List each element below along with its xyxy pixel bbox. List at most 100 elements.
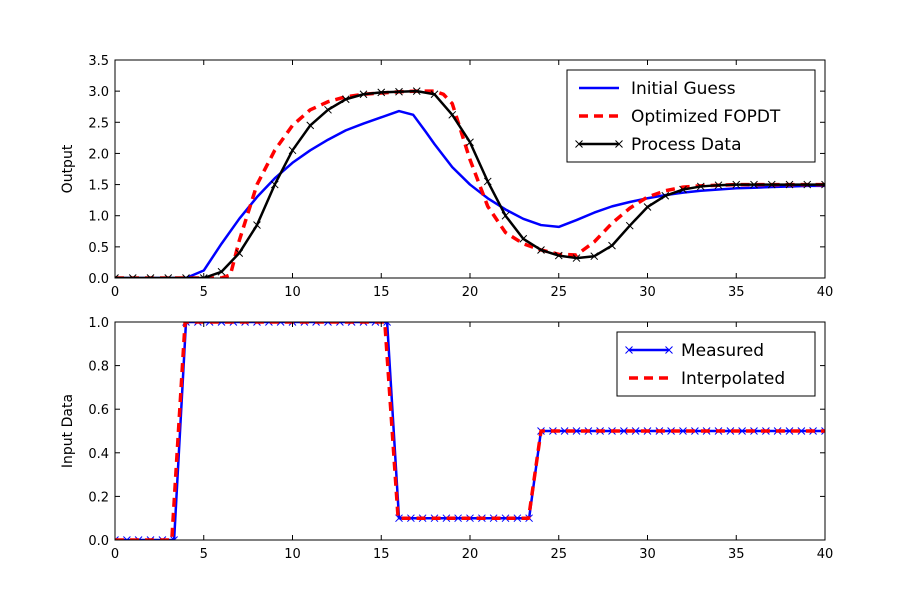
data-point-process-data	[643, 203, 652, 211]
data-point-measured	[288, 322, 297, 326]
data-point-measured	[407, 514, 415, 523]
data-point-process-data	[324, 105, 332, 114]
output-axes-frame	[114, 59, 826, 279]
data-point-measured	[395, 514, 403, 523]
data-point-process-data	[235, 249, 244, 257]
input-panel: 0 5 10 15 20 25 30 35 40 0.0 0.2 0.4 0.6 0.8 1.0 Input…	[60, 316, 833, 562]
data-point-process-data	[128, 274, 137, 278]
data-point-process-data	[115, 274, 119, 278]
y-tick-label: 0.5	[88, 241, 109, 256]
data-point-process-data	[270, 180, 279, 189]
y-tick-label: 2.0	[88, 147, 109, 162]
legend-marker-process-data	[575, 140, 583, 148]
data-point-measured	[276, 322, 285, 326]
data-point-process-data	[217, 267, 226, 276]
data-point-measured	[229, 322, 238, 326]
data-point-measured	[501, 514, 510, 523]
data-point-measured	[383, 322, 391, 326]
data-point-process-data	[341, 95, 350, 104]
legend-label-interpolated: Interpolated	[681, 369, 785, 389]
x-tick-label: 30	[639, 285, 656, 300]
y-tick-label: 3.0	[88, 85, 109, 100]
data-point-process-data	[466, 138, 474, 147]
x-tick-label: 5	[200, 547, 208, 562]
data-point-measured	[194, 322, 202, 326]
data-point-measured	[158, 536, 167, 540]
y-tick-label: 0.0	[88, 272, 109, 287]
data-point-measured	[241, 322, 249, 326]
x-tick-label: 35	[728, 285, 745, 300]
data-point-measured	[572, 427, 581, 435]
data-point-process-data	[803, 180, 812, 189]
input-y-axis-label: Input Data	[60, 394, 76, 468]
data-point-process-data	[821, 180, 825, 189]
x-tick-label: 25	[550, 547, 567, 562]
data-point-measured	[146, 536, 155, 540]
y-tick-label: 3.5	[88, 54, 109, 69]
x-tick-label: 10	[284, 547, 301, 562]
data-point-measured	[797, 427, 806, 435]
input-axis-ticks: 0 5 10 15 20 25 30 35 40 0.0 0.2 0.4 0.6 0.8 1.0	[88, 316, 833, 562]
data-point-measured	[336, 322, 344, 326]
x-tick-label: 15	[373, 285, 390, 300]
data-point-process-data	[501, 211, 510, 220]
data-point-measured	[513, 514, 522, 523]
series-markers-measured	[115, 322, 825, 540]
x-tick-label: 20	[462, 547, 479, 562]
data-point-process-data	[661, 191, 670, 200]
x-tick-label: 40	[817, 285, 834, 300]
data-point-measured	[631, 427, 640, 435]
input-legend: Measured Interpolated	[616, 331, 816, 397]
y-tick-label: 0.4	[88, 447, 109, 462]
data-point-measured	[738, 427, 746, 435]
data-point-measured	[560, 427, 569, 435]
data-point-measured	[205, 322, 214, 326]
data-point-process-data	[182, 274, 190, 278]
y-tick-label: 0.6	[88, 403, 109, 418]
data-point-measured	[265, 322, 273, 326]
data-point-process-data	[554, 251, 563, 260]
x-tick-label: 25	[550, 285, 567, 300]
legend-label-optimized-fopdt: Optimized FOPDT	[631, 107, 781, 127]
data-point-measured	[217, 322, 226, 326]
data-point-measured	[253, 322, 261, 326]
data-point-process-data	[750, 180, 758, 189]
data-point-measured	[442, 514, 451, 523]
input-legend-box	[616, 331, 816, 397]
data-point-process-data	[625, 221, 634, 230]
series-line-interpolated	[115, 322, 825, 540]
data-point-process-data	[199, 274, 208, 278]
data-point-measured	[454, 514, 462, 523]
data-point-process-data	[306, 121, 315, 130]
data-point-process-data	[395, 87, 403, 96]
data-point-measured	[679, 427, 687, 435]
y-tick-label: 0.0	[88, 534, 109, 549]
x-tick-label: 35	[728, 547, 745, 562]
data-point-measured	[115, 536, 119, 540]
data-point-process-data	[679, 185, 687, 194]
legend-marker-process-data	[615, 140, 623, 148]
data-point-measured	[821, 427, 825, 435]
data-point-process-data	[572, 254, 581, 262]
data-point-measured	[123, 536, 131, 540]
data-point-measured	[347, 322, 356, 326]
series-line-initial-guess	[115, 109, 825, 278]
data-point-process-data	[412, 87, 421, 95]
x-tick-label: 15	[373, 547, 390, 562]
x-tick-label: 0	[111, 285, 119, 300]
data-point-measured	[785, 427, 794, 435]
data-point-measured	[726, 427, 735, 435]
data-point-process-data	[359, 90, 368, 99]
data-point-process-data	[430, 90, 439, 99]
output-panel: 0 5 10 15 20 25 30 35 40 0.0 0.5 1.0 1.5 2.0 2.5 3.0 3.5…	[60, 54, 833, 300]
legend-marker-measured	[665, 346, 673, 354]
data-point-measured	[300, 322, 309, 326]
series-markers-process-data	[115, 87, 825, 278]
data-point-measured	[170, 536, 178, 540]
output-y-axis-label: Output	[60, 144, 76, 193]
x-tick-label: 5	[200, 285, 208, 300]
data-point-measured	[371, 322, 380, 326]
data-point-process-data	[519, 234, 528, 243]
legend-label-process-data: Process Data	[631, 135, 741, 155]
legend-label-initial-guess: Initial Guess	[631, 79, 736, 99]
